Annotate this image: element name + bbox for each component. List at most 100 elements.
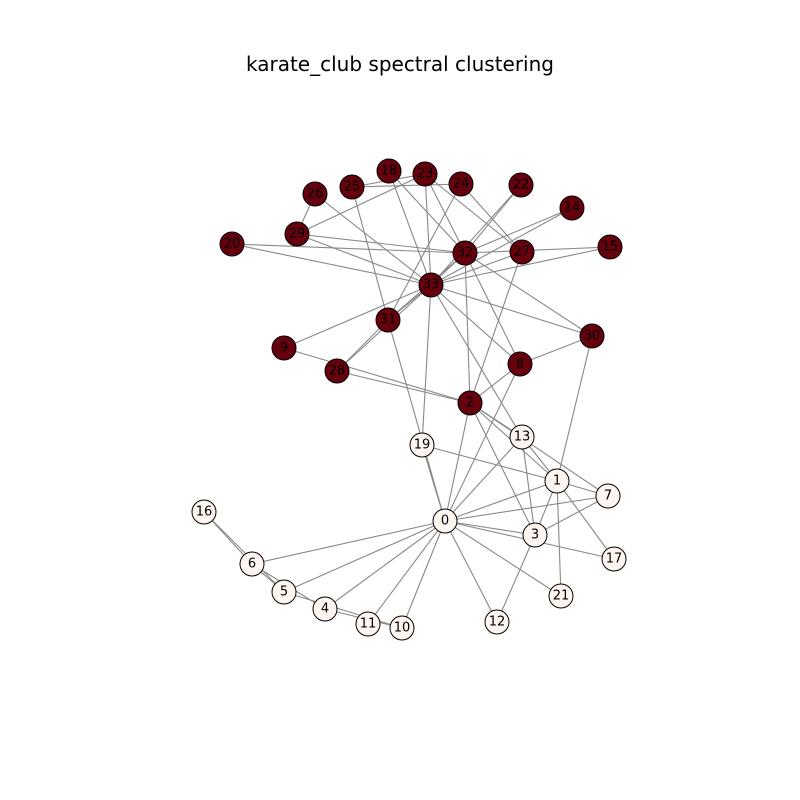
edge-0-2 xyxy=(444,402,471,522)
edge-0-31 xyxy=(387,319,446,522)
edge-0-8 xyxy=(444,363,521,522)
node-label-22: 22 xyxy=(513,178,530,193)
node-20: 20 xyxy=(219,231,245,257)
node-label-21: 21 xyxy=(553,589,570,604)
edge-3-12 xyxy=(496,534,536,623)
edge-1-21 xyxy=(556,480,562,597)
node-label-2: 2 xyxy=(466,396,474,411)
node-circle-28 xyxy=(324,358,350,384)
node-3: 3 xyxy=(522,522,548,548)
node-circle-17 xyxy=(601,546,627,572)
edge-20-33 xyxy=(231,243,432,286)
node-label-24: 24 xyxy=(453,177,470,192)
edge-19-33 xyxy=(421,284,432,446)
edge-14-33 xyxy=(430,207,573,286)
node-label-7: 7 xyxy=(604,489,612,504)
chart-title: karate_club spectral clustering xyxy=(246,52,554,76)
node-23: 23 xyxy=(412,161,438,187)
node-12: 12 xyxy=(484,609,510,635)
node-18: 18 xyxy=(376,158,402,184)
node-label-8: 8 xyxy=(516,357,524,372)
node-9: 9 xyxy=(271,335,297,361)
node-29: 29 xyxy=(284,221,310,247)
node-label-18: 18 xyxy=(381,164,398,179)
edge-3-13 xyxy=(521,436,536,536)
edge-23-29 xyxy=(296,173,426,235)
node-label-20: 20 xyxy=(224,237,241,252)
edge-13-33 xyxy=(430,284,523,438)
edge-3-7 xyxy=(534,495,609,536)
edge-26-33 xyxy=(314,193,432,286)
edge-0-1 xyxy=(444,480,558,522)
node-13: 13 xyxy=(509,424,535,450)
edge-0-21 xyxy=(444,520,562,597)
node-circle-14 xyxy=(559,195,585,221)
node-label-16: 16 xyxy=(196,505,213,520)
node-31: 31 xyxy=(375,307,401,333)
node-25: 25 xyxy=(339,174,365,200)
node-circle-15 xyxy=(597,234,623,260)
node-27: 27 xyxy=(509,239,535,265)
node-circle-22 xyxy=(508,172,534,198)
node-circle-13 xyxy=(509,424,535,450)
node-circle-3 xyxy=(522,522,548,548)
edge-0-6 xyxy=(251,520,446,565)
node-circle-31 xyxy=(375,307,401,333)
node-label-32: 32 xyxy=(457,246,474,261)
edge-0-7 xyxy=(444,495,609,522)
node-24: 24 xyxy=(448,171,474,197)
node-label-3: 3 xyxy=(531,528,539,543)
node-32: 32 xyxy=(452,240,478,266)
node-14: 14 xyxy=(559,195,585,221)
edge-29-33 xyxy=(296,233,432,286)
edge-29-32 xyxy=(296,233,466,254)
node-label-23: 23 xyxy=(417,167,434,182)
edge-0-10 xyxy=(401,520,446,629)
node-circle-21 xyxy=(548,583,574,609)
edge-2-9 xyxy=(283,347,471,404)
edge-1-17 xyxy=(556,480,615,560)
node-label-14: 14 xyxy=(564,201,581,216)
node-19: 19 xyxy=(409,432,435,458)
node-30: 30 xyxy=(579,323,605,349)
node-circle-19 xyxy=(409,432,435,458)
node-circle-9 xyxy=(271,335,297,361)
node-label-13: 13 xyxy=(514,430,531,445)
node-label-26: 26 xyxy=(307,187,324,202)
edge-0-11 xyxy=(367,520,446,625)
node-label-31: 31 xyxy=(380,313,397,328)
node-8: 8 xyxy=(507,351,533,377)
node-label-11: 11 xyxy=(360,617,377,632)
node-circle-33 xyxy=(418,272,444,298)
node-label-15: 15 xyxy=(602,240,619,255)
node-label-19: 19 xyxy=(414,438,431,453)
node-label-17: 17 xyxy=(606,552,623,567)
edge-0-12 xyxy=(444,520,498,623)
edge-1-19 xyxy=(421,444,558,482)
node-label-12: 12 xyxy=(489,615,506,630)
node-2: 2 xyxy=(457,390,483,416)
node-label-27: 27 xyxy=(514,245,531,260)
node-label-5: 5 xyxy=(280,585,288,600)
edge-8-30 xyxy=(519,335,593,365)
node-circle-29 xyxy=(284,221,310,247)
node-circle-30 xyxy=(579,323,605,349)
node-circle-20 xyxy=(219,231,245,257)
edge-24-31 xyxy=(387,183,462,321)
node-label-10: 10 xyxy=(394,621,411,636)
node-5: 5 xyxy=(271,579,297,605)
edge-1-30 xyxy=(556,335,593,482)
node-label-9: 9 xyxy=(280,341,288,356)
edge-5-10 xyxy=(283,591,403,629)
node-label-33: 33 xyxy=(423,278,440,293)
node-label-30: 30 xyxy=(584,329,601,344)
node-label-0: 0 xyxy=(441,514,449,529)
edge-0-3 xyxy=(444,520,536,536)
node-0: 0 xyxy=(432,508,458,534)
edge-14-32 xyxy=(464,207,573,254)
node-circle-12 xyxy=(484,609,510,635)
node-21: 21 xyxy=(548,583,574,609)
node-circle-2 xyxy=(457,390,483,416)
edge-2-3 xyxy=(469,402,536,536)
edge-18-33 xyxy=(388,170,432,286)
